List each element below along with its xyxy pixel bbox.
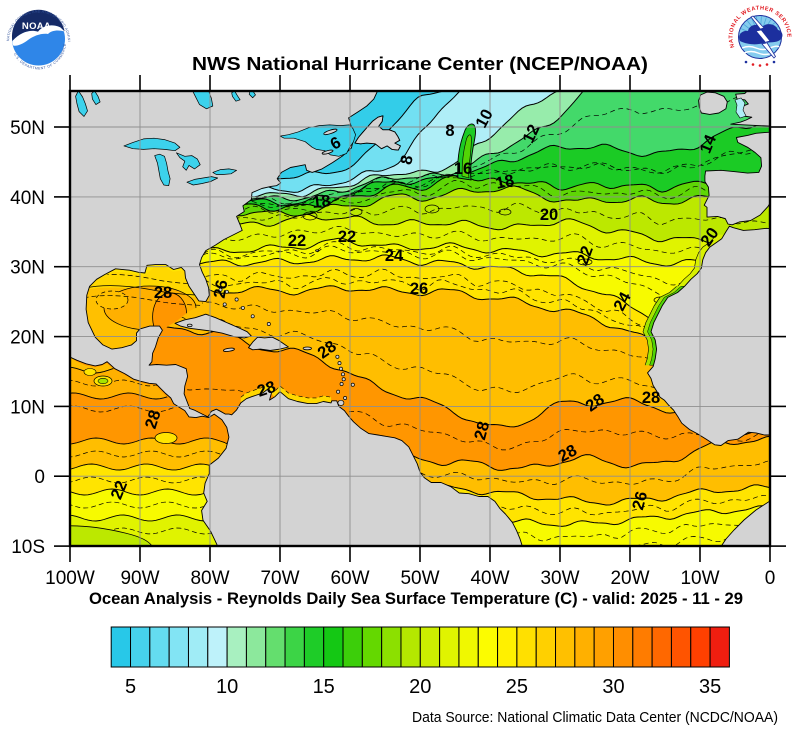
svg-text:35: 35: [699, 676, 721, 698]
svg-text:26: 26: [629, 490, 651, 512]
svg-text:40N: 40N: [10, 188, 45, 209]
svg-text:30W: 30W: [540, 568, 579, 589]
svg-text:28: 28: [642, 389, 660, 407]
svg-text:50W: 50W: [400, 568, 439, 589]
svg-text:NOAA: NOAA: [22, 21, 51, 32]
svg-text:5: 5: [125, 676, 136, 698]
svg-text:28: 28: [255, 378, 278, 401]
svg-text:60W: 60W: [330, 568, 369, 589]
svg-text:50N: 50N: [10, 118, 45, 139]
svg-text:28: 28: [142, 408, 165, 431]
svg-text:16: 16: [454, 160, 472, 178]
svg-text:40W: 40W: [470, 568, 509, 589]
svg-text:20: 20: [409, 676, 431, 698]
svg-text:0: 0: [34, 467, 45, 488]
svg-text:NWS National Hurricane Center: NWS National Hurricane Center (NCEP/NOAA…: [192, 54, 648, 74]
svg-text:26: 26: [410, 280, 428, 298]
svg-text:22: 22: [288, 232, 306, 250]
svg-text:22: 22: [574, 244, 597, 267]
svg-text:10S: 10S: [11, 537, 45, 558]
svg-text:18: 18: [311, 192, 331, 212]
svg-text:22: 22: [338, 228, 356, 246]
svg-text:8: 8: [397, 154, 417, 167]
svg-text:90W: 90W: [120, 568, 159, 589]
svg-text:20W: 20W: [610, 568, 649, 589]
svg-text:26: 26: [211, 279, 232, 300]
svg-text:Data Source: National Climatic: Data Source: National Climatic Data Cent…: [412, 709, 778, 726]
svg-text:14: 14: [697, 131, 721, 156]
svg-text:10W: 10W: [680, 568, 719, 589]
svg-text:30N: 30N: [10, 258, 45, 279]
svg-text:25: 25: [506, 676, 528, 698]
svg-text:28: 28: [154, 284, 172, 302]
svg-text:22: 22: [108, 478, 132, 502]
svg-text:0: 0: [765, 568, 776, 589]
svg-text:100W: 100W: [45, 568, 95, 589]
svg-text:20N: 20N: [10, 328, 45, 349]
svg-text:24: 24: [385, 247, 404, 265]
svg-text:15: 15: [313, 676, 335, 698]
svg-text:18: 18: [494, 171, 516, 192]
svg-text:28: 28: [471, 420, 493, 442]
svg-text:10N: 10N: [10, 397, 45, 418]
svg-text:70W: 70W: [260, 568, 299, 589]
svg-text:8: 8: [445, 122, 454, 140]
svg-text:80W: 80W: [190, 568, 229, 589]
svg-text:10: 10: [216, 676, 238, 698]
svg-text:30: 30: [602, 676, 624, 698]
svg-text:20: 20: [540, 206, 558, 224]
svg-text:Ocean Analysis - Reynolds Dail: Ocean Analysis - Reynolds Daily Sea Surf…: [89, 590, 743, 608]
